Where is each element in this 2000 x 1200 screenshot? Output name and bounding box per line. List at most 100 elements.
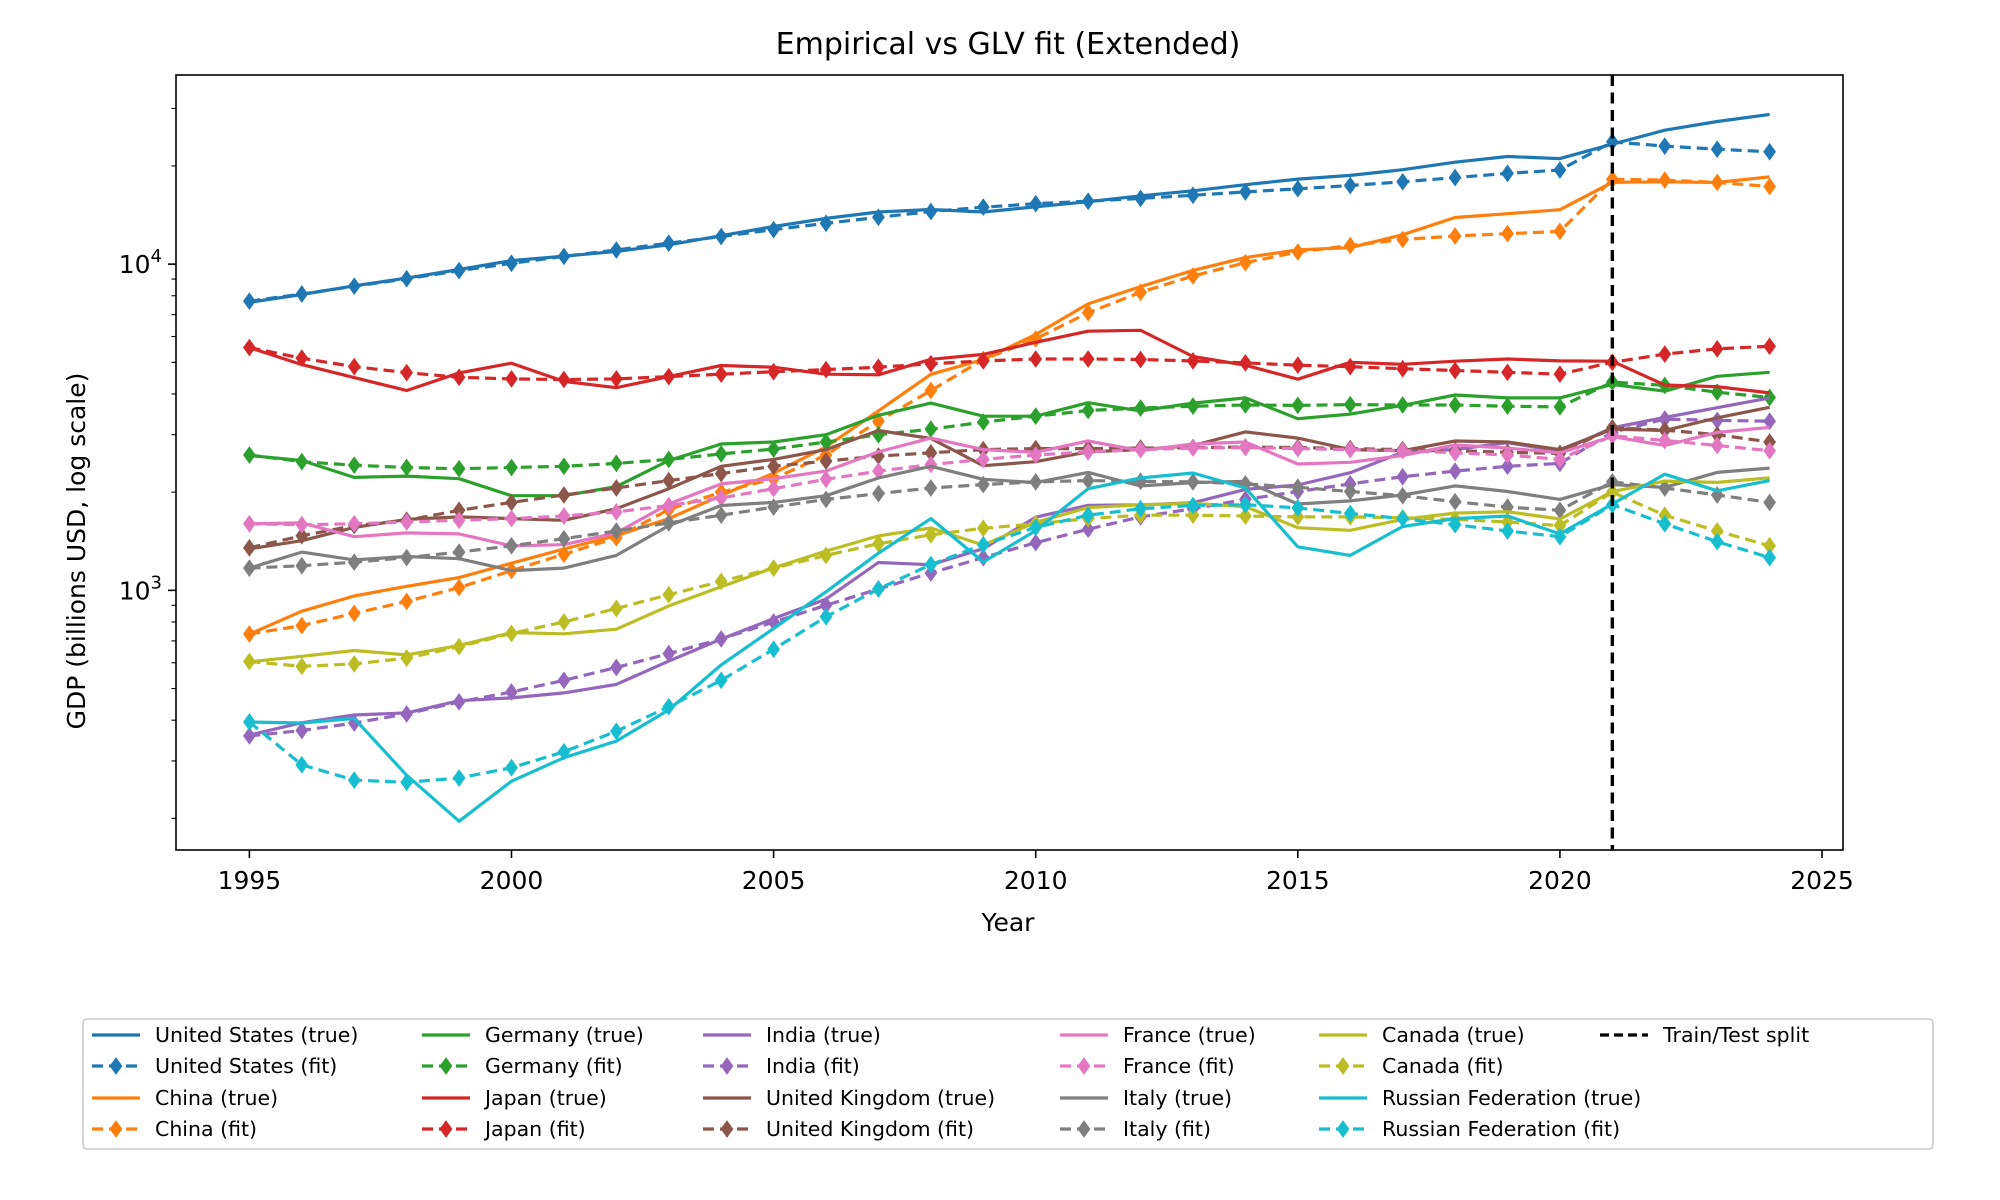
france-true-line — [249, 425, 1770, 548]
legend-item-germany-fit-label: Germany (fit) — [485, 1054, 623, 1078]
x-axis-label: Year — [981, 908, 1036, 937]
france-fit-point — [1029, 446, 1043, 464]
legend-item-italy-fit: Italy (fit) — [1060, 1117, 1211, 1141]
japan-fit-point — [1343, 357, 1357, 376]
italy-fit-line — [249, 479, 1770, 570]
legend-item-russian-federation-fit-label: Russian Federation (fit) — [1382, 1117, 1620, 1141]
russian-federation-fit-point — [400, 773, 414, 792]
france-fit-point — [1134, 440, 1147, 459]
russian-federation-fit-point — [924, 555, 938, 574]
canada-fit-point — [767, 559, 780, 577]
canada-fit-point — [924, 525, 938, 544]
russian-federation-fit-point — [347, 771, 361, 789]
germany-fit-point — [662, 450, 676, 469]
united-states-fit-point — [557, 247, 571, 266]
y-tick-label-1000: 103 — [119, 572, 162, 605]
united-states-fit-point — [1763, 142, 1776, 161]
russian-federation-fit-point — [714, 671, 728, 690]
russian-federation-fit-point — [662, 697, 676, 716]
india-fit-point — [1029, 533, 1043, 552]
germany-fit-point — [295, 452, 309, 471]
france-fit-point — [1763, 441, 1776, 460]
legend-item-italy-fit-label: Italy (fit) — [1123, 1117, 1211, 1141]
united-kingdom-fit-point — [295, 526, 309, 545]
series-layer — [243, 112, 1776, 823]
germany-fit-point — [1134, 399, 1147, 417]
russian-federation-fit-point — [1343, 504, 1357, 523]
india-fit-point — [714, 630, 728, 648]
legend-item-japan-true-label: Japan (true) — [483, 1086, 607, 1110]
united-states-fit-point — [1081, 192, 1095, 211]
italy-fit-point — [609, 522, 623, 540]
y-axis: 103 104 — [119, 107, 176, 819]
x-tick-label-2015: 2015 — [1266, 866, 1330, 895]
france-fit-point — [976, 450, 990, 469]
italy-fit-point — [976, 475, 990, 494]
russian-federation-fit-point — [295, 755, 309, 774]
russian-federation-fit-point — [1763, 548, 1776, 567]
italy-fit-point — [1396, 486, 1410, 505]
united-states-fit-point — [452, 261, 466, 280]
japan-fit-point — [452, 368, 466, 387]
canada-fit-point — [662, 585, 676, 604]
canada-fit-point — [819, 546, 833, 565]
russian-federation-fit-point — [1081, 506, 1095, 525]
united-states-fit-point — [1448, 168, 1462, 187]
x-tick-label-2010: 2010 — [1004, 866, 1068, 895]
germany-fit-point — [505, 458, 518, 477]
legend-item-germany-true-label: Germany (true) — [485, 1023, 644, 1047]
germany-fit-point — [609, 454, 623, 473]
italy-fit-point — [924, 479, 938, 497]
legend-item-italy-fit-marker — [1077, 1120, 1091, 1138]
japan-fit-point — [924, 354, 938, 373]
legend-item-italy-true-label: Italy (true) — [1123, 1086, 1232, 1110]
india-fit-point — [609, 658, 623, 677]
series-russian-federation — [243, 471, 1776, 823]
x-tick-label-2025: 2025 — [1790, 866, 1854, 895]
legend-item-japan-fit-label: Japan (fit) — [483, 1117, 586, 1141]
united-states-fit-point — [1029, 194, 1043, 213]
germany-fit-point — [1081, 401, 1095, 420]
china-fit-point — [1763, 177, 1776, 196]
germany-fit-point — [976, 413, 990, 431]
legend-item-india-true: India (true) — [703, 1023, 881, 1047]
legend-item-india-true-label: India (true) — [766, 1023, 881, 1047]
italy-fit-point — [505, 536, 518, 555]
india-fit-point — [1448, 462, 1462, 480]
russian-federation-fit-point — [1239, 495, 1252, 514]
japan-fit-point — [1448, 361, 1462, 380]
france-fit-point — [557, 507, 571, 525]
france-fit-point — [1448, 443, 1462, 462]
legend-item-canada-true: Canada (true) — [1319, 1023, 1525, 1047]
canada-fit-point — [714, 572, 728, 591]
japan-fit-point — [1186, 352, 1200, 370]
legend-item-russian-federation-true: Russian Federation (true) — [1319, 1086, 1641, 1110]
legend-item-united-states-true-label: United States (true) — [155, 1023, 358, 1047]
legend-item-canada-fit-marker — [1336, 1057, 1350, 1075]
france-fit-point — [452, 511, 466, 530]
canada-fit-point — [1186, 506, 1200, 525]
legend-item-china-fit-marker — [109, 1120, 123, 1138]
series-italy — [243, 464, 1776, 577]
russian-federation-fit-point — [1448, 515, 1462, 534]
india-fit-point — [557, 671, 571, 690]
italy-fit-point — [1343, 482, 1357, 501]
russian-federation-true-line — [249, 471, 1770, 823]
china-fit-point — [347, 604, 361, 623]
germany-fit-point — [452, 459, 466, 478]
russian-federation-fit-point — [976, 535, 990, 554]
legend-item-train-test-split: Train/Test split — [1600, 1023, 1809, 1047]
legend-item-russian-federation-true-label: Russian Federation (true) — [1382, 1086, 1641, 1110]
russian-federation-fit-point — [1501, 522, 1514, 540]
china-fit-point — [1710, 173, 1724, 192]
russian-federation-fit-point — [872, 580, 885, 598]
japan-fit-point — [872, 358, 885, 377]
canada-fit-point — [452, 637, 466, 656]
italy-fit-point — [557, 529, 571, 548]
russian-federation-fit-point — [243, 713, 256, 731]
italy-fit-point — [1763, 493, 1776, 512]
united-states-fit-point — [924, 202, 938, 221]
india-fit-point — [662, 644, 676, 663]
italy-fit-point — [1658, 479, 1672, 497]
